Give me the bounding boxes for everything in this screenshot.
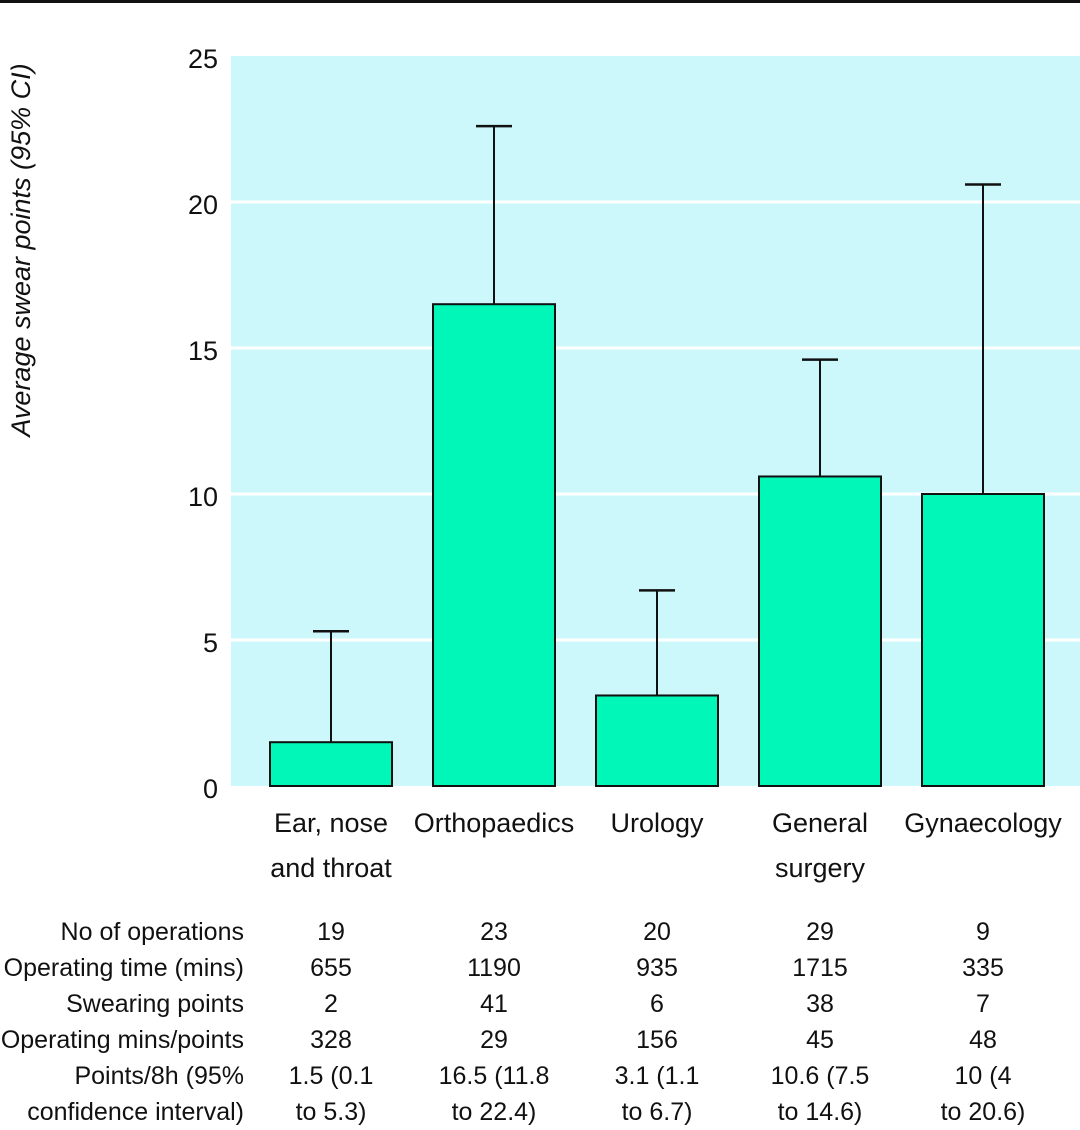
y-tick-label: 15: [188, 336, 218, 366]
bar: [432, 303, 556, 787]
table-cell: 935: [636, 954, 678, 982]
table-row: Points/8h (95% confidence interval) 1.5 (0…: [0, 1058, 1080, 1130]
table-cell: 1190: [467, 954, 521, 982]
table-cell: 156: [636, 1026, 678, 1054]
bar: [758, 475, 882, 787]
table-cell: 6: [650, 990, 664, 1018]
x-category-label: Orthopaedics: [414, 808, 575, 838]
table-cell: 1715: [792, 954, 848, 982]
table-row: Operating mins/points 328 29 156 45 48: [0, 1022, 1080, 1058]
bar: [269, 741, 393, 788]
table-cell: 41: [480, 990, 508, 1018]
row-label: Operating mins/points: [0, 1026, 244, 1054]
table-cell: 29: [806, 918, 834, 946]
bar-chart: 0 5 10 15 20 25 Ear, nose and throat Orthopaedic…: [6, 44, 1080, 883]
table-cell: 10 (4 to 20.6): [940, 1062, 1026, 1126]
row-label: Points/8h (95% confidence interval): [27, 1062, 244, 1126]
top-rule: [0, 0, 1080, 3]
table-cell: 328: [310, 1026, 352, 1054]
y-tick-label: 25: [188, 44, 218, 74]
table-cell: 29: [480, 1026, 508, 1054]
y-tick-label: 10: [188, 482, 218, 512]
table-cell: 48: [969, 1026, 997, 1054]
row-label: Operating time (mins): [3, 954, 244, 982]
table-cell: 1.5 (0.1 to 5.3): [288, 1062, 374, 1126]
table-row: No of operations 19 23 20 29 9: [0, 914, 1080, 950]
x-category-label: General surgery: [772, 808, 868, 883]
table-cell: 10.6 (7.5 to 14.6): [770, 1062, 870, 1126]
table-cell: 9: [976, 918, 990, 946]
y-tick-label: 0: [203, 774, 218, 804]
table-cell: 23: [480, 918, 508, 946]
table-cell: 655: [310, 954, 352, 982]
table-row: Operating time (mins) 655 1190 935 1715 335: [0, 950, 1080, 986]
row-label: No of operations: [60, 918, 244, 946]
row-label: Swearing points: [66, 990, 244, 1018]
table-cell: 7: [976, 990, 990, 1018]
x-category-label: Urology: [610, 808, 704, 838]
table-cell: 38: [806, 990, 834, 1018]
x-category-label: Gynaecology: [904, 808, 1062, 838]
table-cell: 20: [643, 918, 671, 946]
y-tick-label: 5: [203, 628, 218, 658]
table-cell: 2: [324, 990, 338, 1018]
x-category-label: Ear, nose and throat: [270, 808, 392, 883]
bar: [921, 493, 1045, 787]
table-cell: 19: [317, 918, 345, 946]
bar: [595, 694, 719, 787]
table-cell: 16.5 (11.8 to 22.4): [438, 1062, 550, 1126]
y-tick-label: 20: [188, 190, 218, 220]
table-cell: 3.1 (1.1 to 6.7): [614, 1062, 700, 1126]
table-cell: 45: [806, 1026, 834, 1054]
table-cell: 335: [962, 954, 1004, 982]
table-row: Swearing points 2 41 6 38 7: [0, 986, 1080, 1022]
y-axis-label: Average swear points (95% CI): [6, 63, 36, 438]
